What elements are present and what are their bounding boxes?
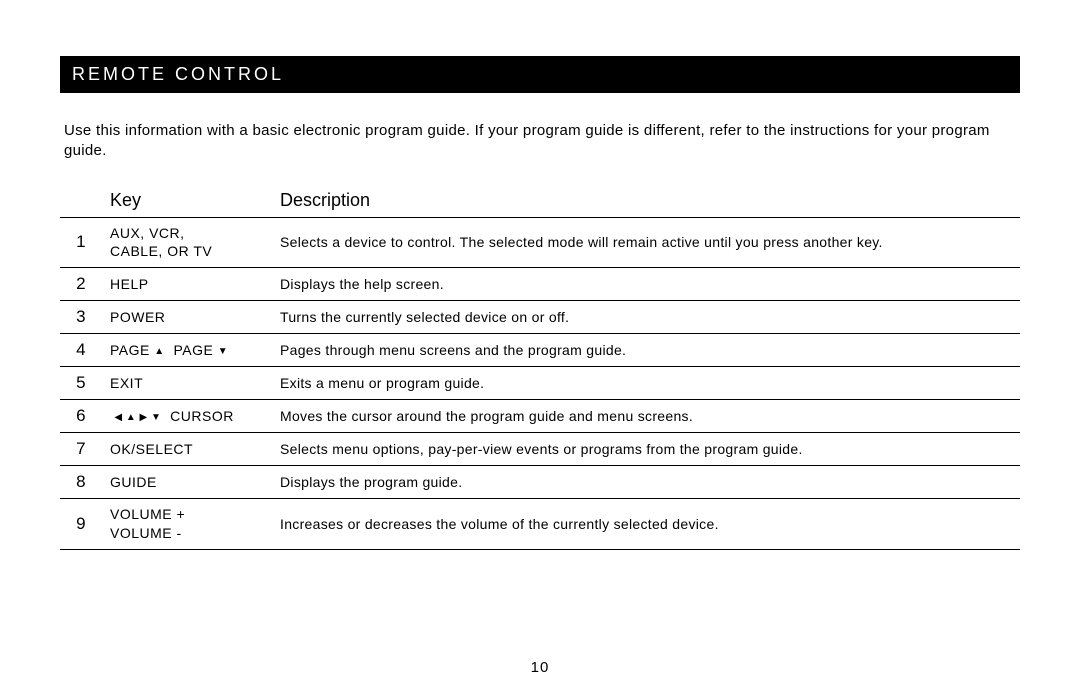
row-description: Turns the currently selected device on o… (276, 301, 1020, 334)
table-row: 9VOLUME +VOLUME -Increases or decreases … (60, 499, 1020, 550)
row-description: Increases or decreases the volume of the… (276, 499, 1020, 550)
page: REMOTE CONTROL Use this information with… (0, 0, 1080, 698)
row-key: EXIT (106, 367, 276, 400)
table-row: 7OK/SELECTSelects menu options, pay-per-… (60, 433, 1020, 466)
table-row: 1AUX, VCR,CABLE, OR TVSelects a device t… (60, 217, 1020, 268)
row-key: HELP (106, 268, 276, 301)
row-key: PAGE ▲ PAGE ▼ (106, 334, 276, 367)
row-description: Displays the program guide. (276, 466, 1020, 499)
row-description: Moves the cursor around the program guid… (276, 400, 1020, 433)
row-key: VOLUME +VOLUME - (106, 499, 276, 550)
row-description: Displays the help screen. (276, 268, 1020, 301)
section-header: REMOTE CONTROL (60, 56, 1020, 93)
row-description: Pages through menu screens and the progr… (276, 334, 1020, 367)
row-description: Selects a device to control. The selecte… (276, 217, 1020, 268)
intro-text: Use this information with a basic electr… (64, 121, 1020, 162)
table-row: 5EXITExits a menu or program guide. (60, 367, 1020, 400)
row-number: 3 (60, 301, 106, 334)
row-number: 5 (60, 367, 106, 400)
row-number: 4 (60, 334, 106, 367)
col-header-desc: Description (276, 184, 1020, 218)
table-row: 4PAGE ▲ PAGE ▼Pages through menu screens… (60, 334, 1020, 367)
key-table: Key Description 1AUX, VCR,CABLE, OR TVSe… (60, 184, 1020, 551)
row-number: 7 (60, 433, 106, 466)
row-number: 9 (60, 499, 106, 550)
row-number: 2 (60, 268, 106, 301)
table-row: 6 ◀ ▲ ▶ ▼ CURSORMoves the cursor around … (60, 400, 1020, 433)
row-description: Exits a menu or program guide. (276, 367, 1020, 400)
row-number: 1 (60, 217, 106, 268)
row-key: POWER (106, 301, 276, 334)
page-number: 10 (0, 659, 1080, 676)
row-key: GUIDE (106, 466, 276, 499)
row-number: 6 (60, 400, 106, 433)
table-row: 2HELPDisplays the help screen. (60, 268, 1020, 301)
row-key: OK/SELECT (106, 433, 276, 466)
row-key: AUX, VCR,CABLE, OR TV (106, 217, 276, 268)
table-row: 3POWERTurns the currently selected devic… (60, 301, 1020, 334)
col-header-key: Key (106, 184, 276, 218)
row-description: Selects menu options, pay-per-view event… (276, 433, 1020, 466)
table-header-row: Key Description (60, 184, 1020, 218)
row-key: ◀ ▲ ▶ ▼ CURSOR (106, 400, 276, 433)
col-header-num (60, 184, 106, 218)
table-row: 8GUIDEDisplays the program guide. (60, 466, 1020, 499)
row-number: 8 (60, 466, 106, 499)
